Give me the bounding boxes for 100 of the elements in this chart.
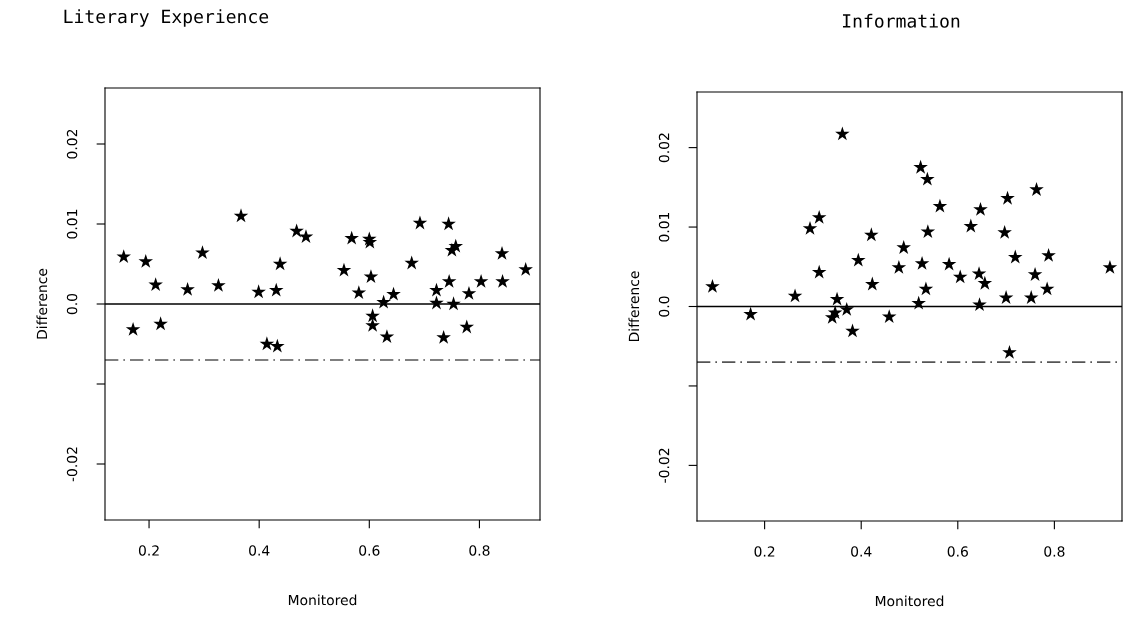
point	[827, 305, 843, 320]
point	[1027, 267, 1043, 281]
point	[1008, 249, 1023, 264]
point	[971, 266, 987, 281]
point	[997, 224, 1012, 239]
point	[896, 240, 911, 254]
point	[298, 229, 314, 243]
point	[272, 256, 288, 271]
point	[941, 256, 957, 271]
point	[1041, 248, 1056, 262]
point	[920, 224, 936, 238]
point	[811, 264, 827, 279]
point	[436, 329, 451, 344]
point	[429, 282, 444, 297]
x-axis-title: Monitored	[288, 594, 357, 606]
point	[336, 262, 352, 277]
x-tick-label: 0.2	[138, 545, 159, 556]
y-tick-label: 0.01	[66, 209, 78, 239]
point	[1023, 290, 1039, 304]
point	[270, 338, 285, 353]
point	[845, 323, 860, 338]
point	[148, 277, 163, 291]
point	[518, 261, 533, 276]
point	[495, 273, 510, 288]
y-tick-label: 0.01	[658, 212, 670, 242]
point	[180, 281, 195, 296]
point	[441, 273, 457, 288]
point	[705, 279, 720, 293]
y-tick-label: 0.02	[66, 129, 78, 159]
point	[365, 308, 380, 323]
point	[920, 171, 935, 186]
point	[351, 285, 367, 299]
point	[211, 277, 226, 292]
point	[977, 275, 993, 290]
y-axis-title: Difference	[36, 268, 48, 339]
point	[461, 285, 477, 300]
point	[259, 336, 275, 351]
point	[802, 221, 818, 235]
x-axis-title: Monitored	[875, 595, 944, 607]
point	[811, 209, 827, 224]
x-tick-label: 0.4	[851, 546, 872, 557]
point	[829, 291, 845, 306]
point	[998, 290, 1014, 304]
point	[386, 286, 401, 301]
y-tick-label: 0.0	[66, 293, 78, 315]
x-tick-label: 0.8	[1044, 546, 1065, 557]
y-tick-label: -0.02	[658, 448, 670, 483]
point	[404, 255, 419, 270]
point	[972, 297, 987, 312]
point	[153, 316, 168, 331]
point	[891, 259, 907, 274]
point	[1039, 281, 1055, 296]
point	[459, 319, 475, 334]
point	[441, 216, 456, 231]
point	[473, 273, 489, 288]
chart-title: Information	[842, 13, 960, 28]
point	[963, 218, 979, 233]
point	[864, 227, 879, 242]
point	[365, 317, 380, 332]
point	[743, 306, 758, 321]
point	[1000, 190, 1015, 205]
x-tick-label: 0.4	[249, 545, 270, 556]
y-axis-title: Difference	[628, 271, 640, 342]
point	[446, 296, 461, 311]
point	[448, 238, 464, 253]
point	[973, 201, 988, 216]
point	[429, 295, 444, 310]
point	[289, 223, 304, 238]
point	[376, 294, 391, 309]
point	[1002, 344, 1017, 359]
point	[268, 282, 284, 297]
point	[125, 321, 141, 336]
point	[932, 198, 948, 213]
x-tick-label: 0.6	[359, 545, 380, 556]
point	[914, 255, 930, 270]
point	[851, 252, 866, 267]
point	[911, 295, 926, 310]
chart-title: Literary Experience	[64, 9, 269, 27]
point	[865, 276, 880, 291]
point	[116, 249, 131, 263]
point	[787, 288, 803, 303]
y-tick-label: 0.02	[658, 133, 670, 163]
x-tick-label: 0.8	[469, 545, 490, 556]
point	[233, 208, 249, 223]
point	[918, 281, 934, 296]
point	[1102, 259, 1118, 274]
point	[412, 215, 428, 230]
point	[363, 269, 379, 283]
x-tick-label: 0.2	[754, 546, 775, 557]
point	[344, 230, 359, 245]
point	[195, 245, 210, 259]
point	[494, 245, 510, 260]
point	[839, 302, 854, 316]
point	[835, 126, 850, 141]
point	[379, 329, 395, 343]
y-tick-label: 0.0	[658, 296, 670, 317]
point	[138, 253, 154, 268]
point	[251, 284, 266, 299]
point	[881, 309, 897, 324]
point	[913, 159, 928, 174]
